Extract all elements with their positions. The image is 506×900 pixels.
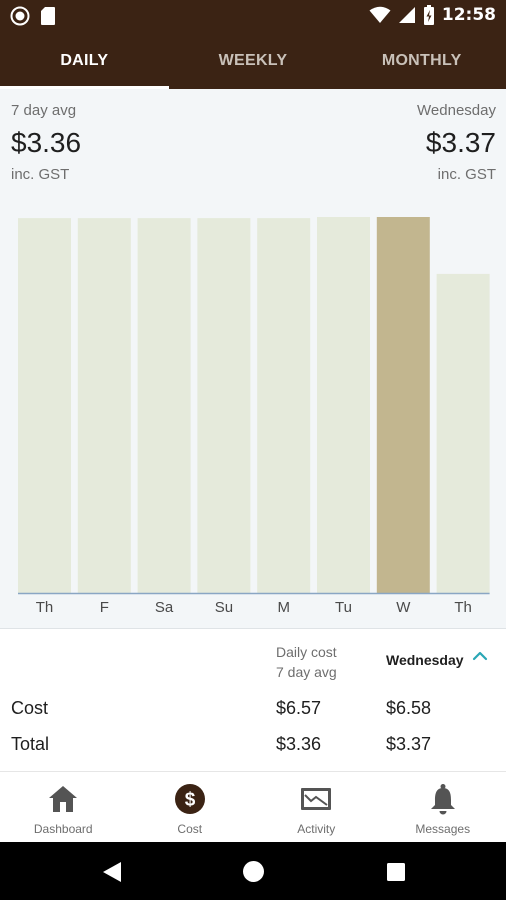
nav-messages-label: Messages (415, 822, 471, 836)
nav-activity-label: Activity (297, 822, 336, 836)
avg-column-header-line1: Daily cost (276, 644, 337, 660)
battery-icon (423, 5, 434, 25)
chart-tick-label: M (277, 599, 290, 616)
chart-tick-label: Su (215, 599, 233, 616)
chart-tick-label: W (396, 599, 411, 616)
nav-cost-label: Cost (177, 822, 203, 836)
nav-dashboard-label: Dashboard (33, 822, 93, 836)
status-left-icons (10, 6, 56, 26)
daily-cost-chart: Th F Sa Su M Tu W Th (0, 199, 506, 629)
wifi-icon (369, 6, 391, 23)
record-icon (10, 6, 30, 26)
tab-monthly[interactable]: MONTHLY (381, 51, 462, 69)
chart-bar-6[interactable] (376, 217, 430, 593)
nav-cost[interactable]: $ Cost (127, 772, 254, 842)
chart-bar-1[interactable] (77, 218, 131, 593)
nav-dashboard[interactable]: Dashboard (0, 772, 127, 842)
system-navigation-bar (0, 842, 506, 900)
back-icon[interactable] (101, 860, 123, 884)
dollar-icon: $ (173, 782, 207, 816)
bottom-navigation: Dashboard $ Cost Activity M (0, 771, 506, 842)
row-label-cost: Cost (11, 698, 49, 718)
avg-column-header: Daily cost 7 day avg (276, 642, 337, 682)
bar-chart: Th F Sa Su M Tu W Th (18, 217, 490, 616)
total-day-value: $3.37 (386, 734, 432, 754)
activity-icon (299, 782, 333, 816)
home-icon (46, 782, 80, 816)
status-right-icons: 12:58 (369, 5, 496, 25)
chevron-up-icon[interactable] (470, 646, 490, 666)
tab-weekly[interactable]: WEEKLY (218, 51, 288, 69)
avg-value: $3.36 (11, 127, 82, 158)
cost-detail-table: Daily cost 7 day avg Wednesday Cost $6.5… (0, 630, 506, 770)
total-avg-value: $3.36 (276, 734, 322, 754)
chart-tick-label: Sa (155, 599, 174, 616)
selected-day-label: Wednesday (417, 102, 496, 119)
nav-activity[interactable]: Activity (253, 772, 380, 842)
chart-tick-label: Th (454, 599, 472, 616)
bell-icon (426, 782, 460, 816)
chart-bar-2[interactable] (137, 218, 191, 593)
row-label-total: Total (11, 734, 50, 754)
signal-icon (398, 7, 415, 23)
chart-bar-7[interactable] (436, 273, 490, 593)
cost-day-value: $6.58 (386, 698, 432, 718)
chart-tick-label: Tu (335, 599, 352, 616)
tab-bar: DAILY WEEKLY MONTHLY (0, 32, 506, 89)
home-circle-icon[interactable] (242, 860, 265, 883)
chart-bar-3[interactable] (197, 218, 251, 593)
cost-summary: 7 day avg $3.36 inc. GST Wednesday $3.37… (0, 89, 506, 199)
svg-text:$: $ (184, 790, 195, 811)
avg-gst-note: inc. GST (11, 166, 70, 183)
avg-column-header-line2: 7 day avg (276, 664, 337, 680)
chart-bar-4[interactable] (257, 218, 311, 593)
status-bar: 12:58 (0, 0, 506, 32)
chart-tick-label: Th (36, 599, 54, 616)
recents-icon[interactable] (386, 862, 406, 882)
avg-label: 7 day avg (11, 102, 77, 119)
selected-day-value: $3.37 (425, 127, 496, 158)
sd-card-icon (41, 7, 55, 25)
day-column-header: Wednesday (386, 652, 464, 668)
status-time: 12:58 (441, 5, 496, 25)
tab-daily[interactable]: DAILY (0, 32, 169, 89)
chart-bar-5[interactable] (317, 217, 370, 593)
selected-day-gst-note: inc. GST (437, 166, 496, 183)
nav-messages[interactable]: Messages (380, 772, 506, 842)
cost-avg-value: $6.57 (276, 698, 322, 718)
chart-bar-0[interactable] (18, 218, 71, 593)
chart-tick-label: F (100, 599, 109, 616)
